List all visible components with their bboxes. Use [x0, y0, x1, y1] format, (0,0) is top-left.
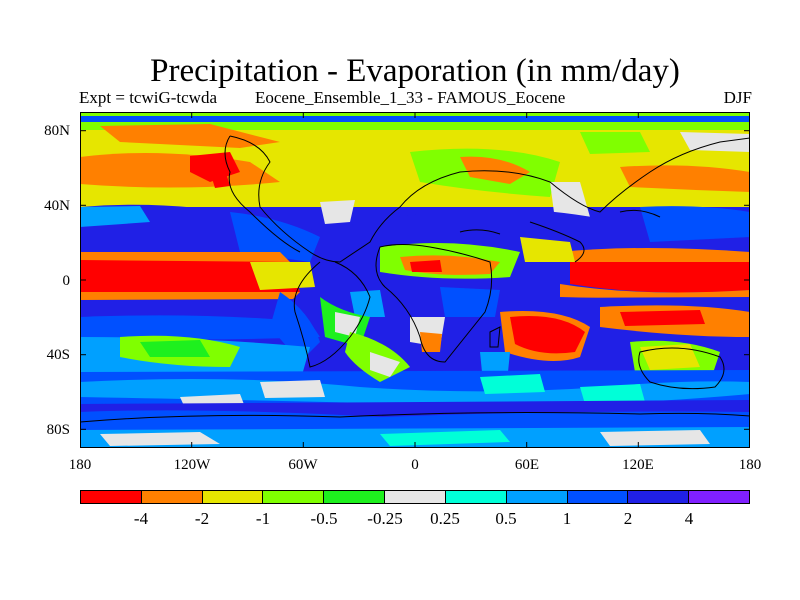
legend-box — [445, 491, 507, 503]
legend-box — [567, 491, 629, 503]
legend-box — [81, 491, 142, 503]
legend-label: 4 — [684, 509, 694, 528]
legend-box — [324, 491, 386, 503]
lon-label-180e: 180 — [738, 457, 762, 473]
lat-label-40n: 40N — [44, 198, 70, 214]
lon-label-180w: 180 — [68, 457, 92, 473]
lon-label-120w: 120W — [173, 457, 211, 473]
lon-label-60e: 60E — [514, 457, 540, 473]
lat-label-0: 0 — [62, 273, 71, 289]
legend-box — [689, 491, 749, 503]
lat-label-80s: 80S — [46, 422, 70, 438]
legend-label: -1 — [255, 509, 271, 528]
legend-box — [628, 491, 690, 503]
legend-box — [263, 491, 325, 503]
lon-label-0: 0 — [411, 457, 419, 473]
lat-label-40s: 40S — [46, 347, 70, 363]
legend-label: 1 — [562, 509, 572, 528]
legend-box — [141, 491, 203, 503]
legend-label: 2 — [623, 509, 633, 528]
ensemble-label: Eocene_Ensemble_1_33 - FAMOUS_Eocene — [255, 88, 566, 107]
legend-label: 0.25 — [430, 509, 460, 528]
legend-box — [202, 491, 264, 503]
legend-label: -0.25 — [367, 509, 403, 528]
legend-box — [385, 491, 446, 503]
lon-label-120e: 120E — [622, 457, 654, 473]
legend-label: -0.5 — [310, 509, 338, 528]
page-title: Precipitation - Evaporation (in mm/day) — [150, 53, 680, 89]
color-legend-bar — [80, 490, 750, 504]
legend-label: 0.5 — [495, 509, 517, 528]
experiment-label: Expt = tcwiG-tcwda — [79, 88, 217, 107]
lon-label-60w: 60W — [288, 457, 318, 473]
precipitation-minus-evaporation-map — [80, 112, 750, 448]
legend-box — [506, 491, 568, 503]
lat-label-80n: 80N — [44, 123, 70, 139]
legend-label: -2 — [194, 509, 210, 528]
season-label: DJF — [723, 88, 752, 107]
legend-label: -4 — [133, 509, 149, 528]
